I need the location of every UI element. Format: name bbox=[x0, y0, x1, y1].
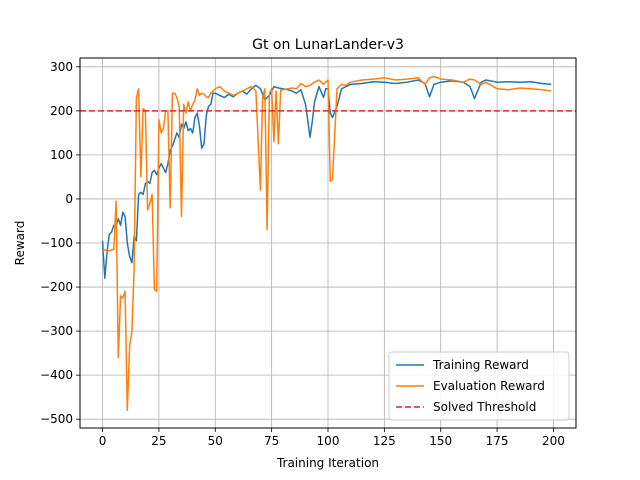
plot-area bbox=[80, 75, 576, 412]
x-tick-label: 150 bbox=[429, 434, 452, 448]
chart-title: Gt on LunarLander-v3 bbox=[252, 37, 404, 53]
x-tick-label: 25 bbox=[151, 434, 166, 448]
series-line-training-reward bbox=[101, 79, 552, 279]
y-tick-label: −100 bbox=[40, 236, 73, 250]
legend-box bbox=[388, 351, 570, 421]
y-axis: −500 −400 −300 −200 −100 0 100 200 300 bbox=[40, 60, 80, 426]
legend-entry: Training Reward bbox=[432, 358, 529, 372]
x-axis: 0 25 50 75 100 125 150 175 200 bbox=[99, 428, 565, 448]
y-tick-label: −300 bbox=[40, 324, 73, 338]
y-tick-label: 100 bbox=[50, 148, 73, 162]
series-line-evaluation-reward bbox=[101, 75, 552, 412]
x-tick-label: 100 bbox=[317, 434, 340, 448]
y-tick-label: −500 bbox=[40, 412, 73, 426]
x-tick-label: 175 bbox=[486, 434, 509, 448]
legend-entry: Solved Threshold bbox=[433, 400, 536, 414]
x-axis-label: Training Iteration bbox=[276, 456, 379, 470]
legend: Training Reward Evaluation Reward Solved T… bbox=[388, 351, 570, 421]
y-tick-label: −400 bbox=[40, 368, 73, 382]
legend-entry: Evaluation Reward bbox=[433, 379, 545, 393]
x-tick-label: 75 bbox=[264, 434, 279, 448]
y-tick-label: −200 bbox=[40, 280, 73, 294]
x-tick-label: 125 bbox=[373, 434, 396, 448]
x-tick-label: 0 bbox=[99, 434, 107, 448]
x-tick-label: 200 bbox=[542, 434, 565, 448]
x-tick-label: 50 bbox=[208, 434, 223, 448]
y-tick-label: 0 bbox=[65, 192, 73, 206]
y-tick-label: 200 bbox=[50, 104, 73, 118]
y-axis-label: Reward bbox=[13, 221, 27, 266]
y-tick-label: 300 bbox=[50, 60, 73, 74]
